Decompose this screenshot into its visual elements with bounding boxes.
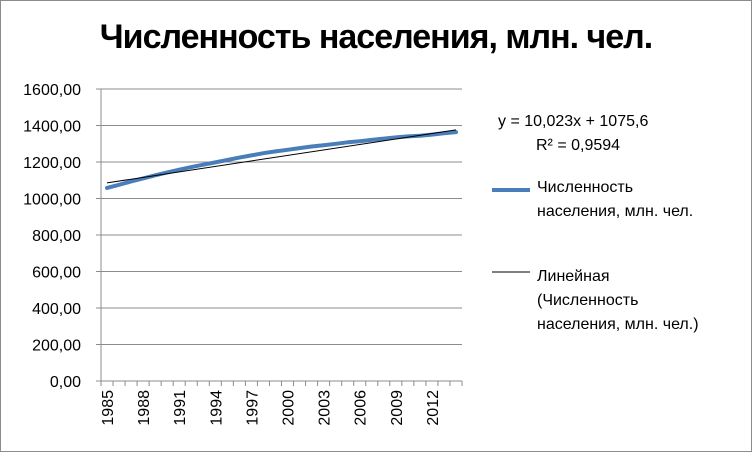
x-tick-label: 1991 xyxy=(172,390,189,426)
y-tick-label: 1600,00 xyxy=(23,82,81,99)
legend-trend-label: Линейная (Численность населения, млн. че… xyxy=(537,265,699,337)
legend-trend-label-line1: Линейная xyxy=(537,268,610,285)
trendline xyxy=(106,129,457,184)
x-tick-label: 1994 xyxy=(208,390,225,426)
trendline-equation: y = 10,023x + 1075,6 xyxy=(498,113,649,130)
legend-trend-label-line2: (Численность xyxy=(537,292,639,309)
y-tick-label: 800,00 xyxy=(32,228,81,245)
x-tick-label: 1997 xyxy=(244,390,261,426)
x-tick-label: 2009 xyxy=(389,390,406,426)
y-tick-label: 1400,00 xyxy=(23,119,81,136)
series-line xyxy=(105,130,458,190)
trendline-r-squared: R² = 0,9594 xyxy=(536,137,621,154)
legend-trend-label-line3: населения, млн. чел.) xyxy=(537,316,699,333)
y-tick-label: 200,00 xyxy=(32,338,81,355)
y-tick-label: 0,00 xyxy=(50,374,81,391)
x-tick-label: 1988 xyxy=(136,390,153,426)
chart-title: Численность населения, млн. чел. xyxy=(99,18,653,56)
x-tick-label: 2003 xyxy=(317,390,334,426)
legend-series-swatch xyxy=(492,188,530,192)
legend-trend-swatch xyxy=(492,271,530,273)
x-tick-label: 2000 xyxy=(281,390,298,426)
x-tick-label: 1985 xyxy=(100,390,117,426)
y-tick-label: 1000,00 xyxy=(23,192,81,209)
legend-series-label-line1: Численность xyxy=(537,179,634,196)
legend-series-label: Численность населения, млн. чел. xyxy=(537,176,693,224)
y-tick-label: 600,00 xyxy=(32,265,81,282)
y-tick-label: 400,00 xyxy=(32,301,81,318)
x-tick-label: 2012 xyxy=(425,390,442,426)
legend-series-label-line2: населения, млн. чел. xyxy=(537,203,694,220)
x-tick-label: 2006 xyxy=(353,390,370,426)
y-tick-label: 1200,00 xyxy=(23,155,81,172)
